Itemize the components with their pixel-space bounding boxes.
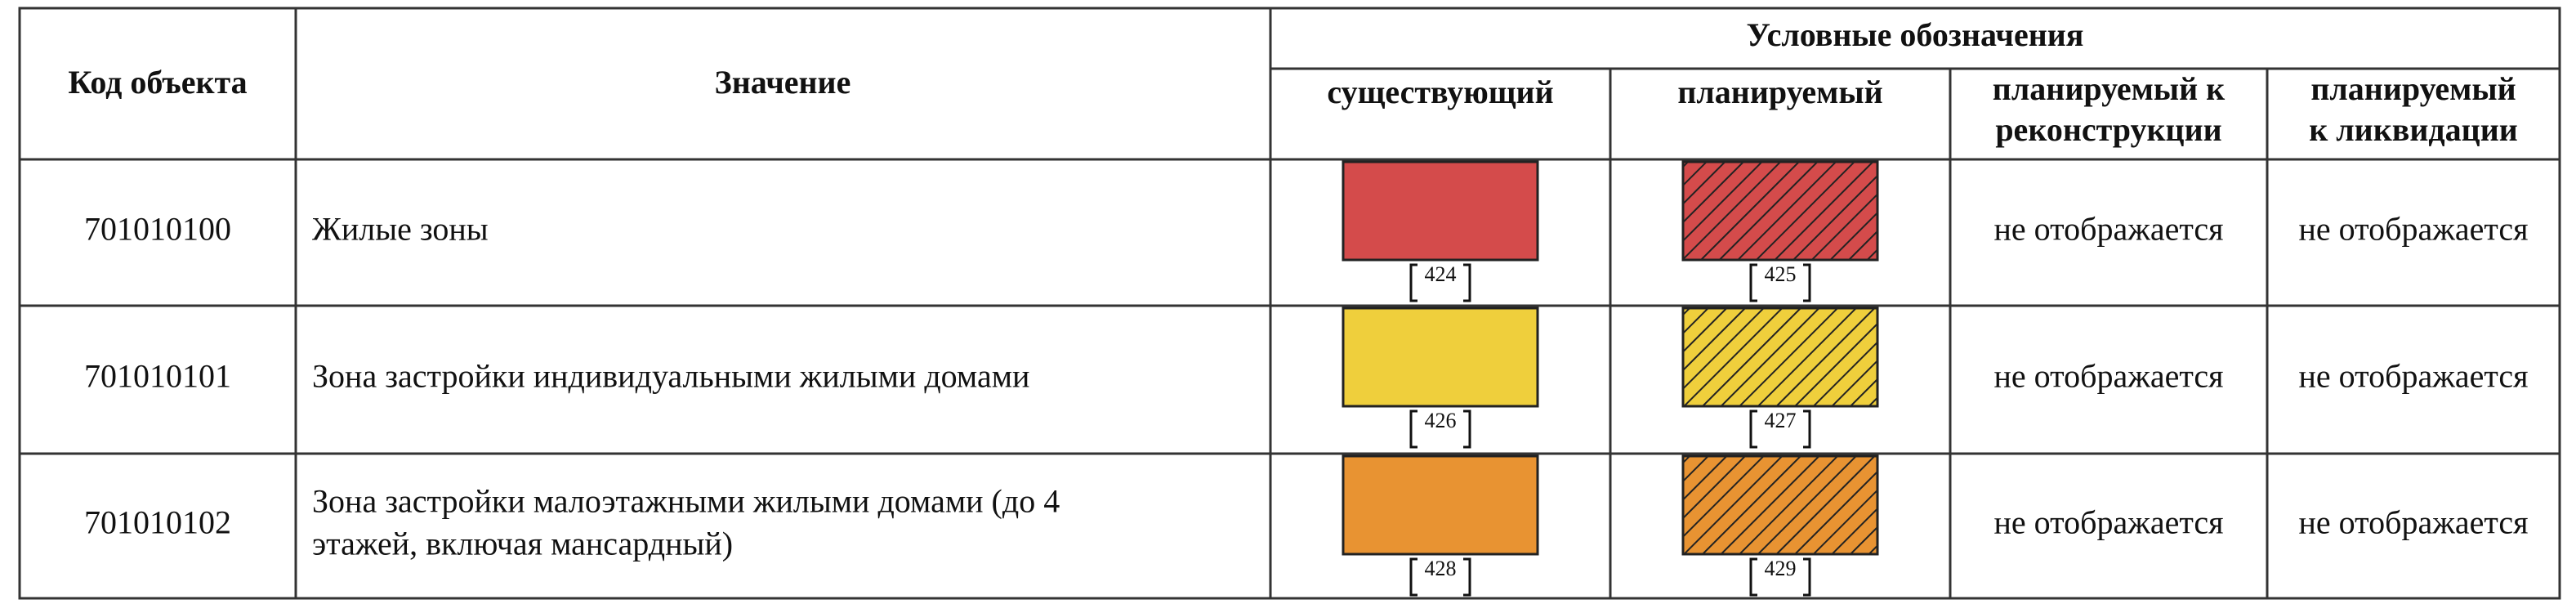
- header-column: планируемый: [1677, 74, 1882, 110]
- table-grid: [18, 7, 2561, 600]
- symbol-code: 426: [1425, 409, 1457, 432]
- liquidation: не отображается: [2299, 211, 2529, 248]
- object-code: 701010101: [84, 358, 231, 395]
- reconstruction: не отображается: [1994, 211, 2224, 248]
- header-column: планируемый к: [1993, 70, 2225, 107]
- meaning: Зона застройки индивидуальными жилыми до…: [312, 358, 1029, 395]
- meaning: Зона застройки малоэтажными жилыми домам…: [312, 483, 1060, 520]
- meaning: этажей, включая мансардный): [312, 526, 733, 562]
- swatch-planned: [1681, 306, 1879, 408]
- swatch-planned: [1681, 454, 1879, 556]
- object-code: 701010100: [84, 211, 231, 248]
- header-meaning: Значение: [715, 64, 851, 101]
- swatch-existing: [1342, 454, 1539, 556]
- header-column: к ликвидации: [2309, 111, 2518, 148]
- header-code: Код объекта: [68, 64, 247, 101]
- swatch-existing: [1342, 160, 1539, 262]
- symbol-code: 429: [1765, 557, 1797, 580]
- bracket: [1749, 263, 1811, 302]
- reconstruction: не отображается: [1994, 358, 2224, 395]
- object-code: 701010102: [84, 504, 231, 541]
- bracket: [1749, 557, 1811, 597]
- symbol-code: 428: [1425, 557, 1457, 580]
- liquidation: не отображается: [2299, 504, 2529, 541]
- symbol-code: 424: [1425, 262, 1457, 286]
- symbol-code: 427: [1765, 409, 1797, 432]
- swatch-existing: [1342, 306, 1539, 408]
- reconstruction: не отображается: [1994, 504, 2224, 541]
- meaning: Жилые зоны: [312, 211, 489, 248]
- bracket: [1409, 557, 1471, 597]
- header-column: планируемый: [2310, 70, 2516, 107]
- symbol-code: 425: [1765, 262, 1797, 286]
- bracket: [1409, 263, 1471, 302]
- swatch-planned: [1681, 160, 1879, 262]
- bracket: [1409, 409, 1471, 449]
- header-column: реконструкции: [1995, 111, 2221, 148]
- header-column: существующий: [1327, 74, 1553, 110]
- header-legend: Условные обозначения: [1747, 16, 2084, 53]
- bracket: [1749, 409, 1811, 449]
- liquidation: не отображается: [2299, 358, 2529, 395]
